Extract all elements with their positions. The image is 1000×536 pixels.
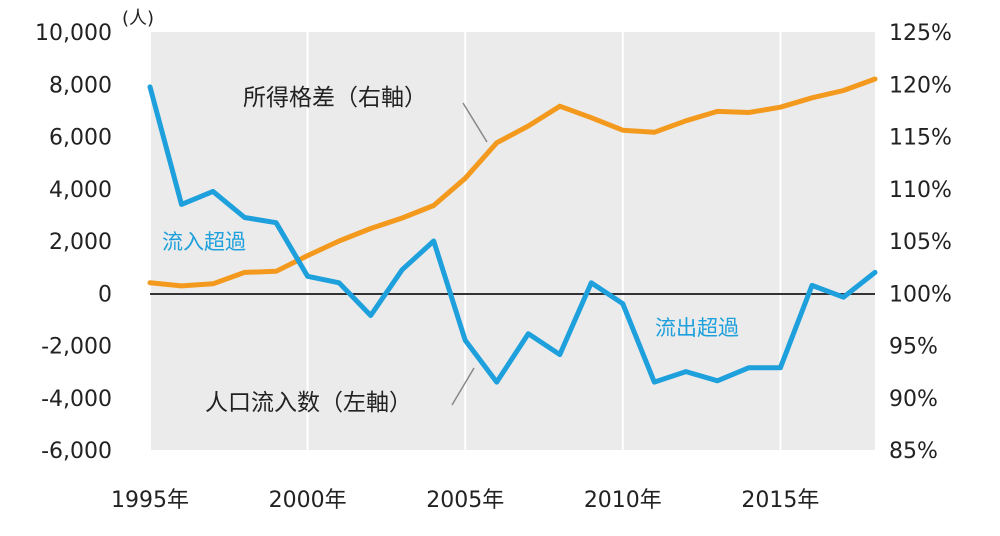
inflow-series-line (147, 84, 878, 385)
left-axis-unit: (人) (122, 8, 154, 29)
left-tick-label: -6,000 (41, 439, 112, 464)
right-tick-label: 90% (889, 387, 938, 412)
left-tick-label: 6,000 (49, 126, 112, 151)
right-tick-label: 125% (889, 21, 952, 46)
left-tick-label: 0 (98, 282, 112, 307)
left-tick-label: 2,000 (49, 230, 112, 255)
right-tick-label: 100% (889, 282, 952, 307)
inflow-excess-label: 流入超過 (162, 230, 246, 254)
right-tick-label: 105% (889, 230, 952, 255)
x-tick-label: 1995年 (111, 488, 189, 513)
right-tick-label: 95% (889, 335, 938, 360)
right-tick-label: 120% (889, 73, 952, 98)
right-tick-label: 110% (889, 178, 952, 203)
x-tick-label: 2000年 (269, 488, 347, 513)
left-tick-label: 10,000 (35, 21, 112, 46)
left-tick-label: 8,000 (49, 73, 112, 98)
inflow-label: 人口流入数（左軸） (205, 390, 412, 416)
x-axis-ticks: 1995年 2000年 2005年 2010年 2015年 (111, 488, 819, 513)
income-leader-line (462, 102, 488, 143)
right-tick-label: 115% (889, 126, 952, 151)
series-layer (147, 76, 878, 385)
left-axis-ticks: 10,000 8,000 6,000 4,000 2,000 0 -2,000 -4,000 -… (35, 21, 112, 464)
left-tick-label: -4,000 (41, 387, 112, 412)
inflow-leader-line (451, 367, 475, 406)
left-tick-label: 4,000 (49, 178, 112, 203)
x-tick-label: 2015年 (741, 488, 819, 513)
income-gap-series-line (147, 76, 878, 289)
outflow-excess-label: 流出超過 (655, 316, 739, 340)
plot-background (150, 32, 875, 450)
x-tick-label: 2005年 (426, 488, 504, 513)
income-gap-label: 所得格差（右軸） (243, 85, 427, 111)
left-tick-label: -2,000 (41, 335, 112, 360)
right-tick-label: 85% (889, 439, 938, 464)
vertical-gridlines (149, 32, 782, 450)
x-tick-label: 2010年 (584, 488, 662, 513)
right-axis-ticks: 125% 120% 115% 110% 105% 100% 95% 90% 85% (889, 21, 952, 464)
